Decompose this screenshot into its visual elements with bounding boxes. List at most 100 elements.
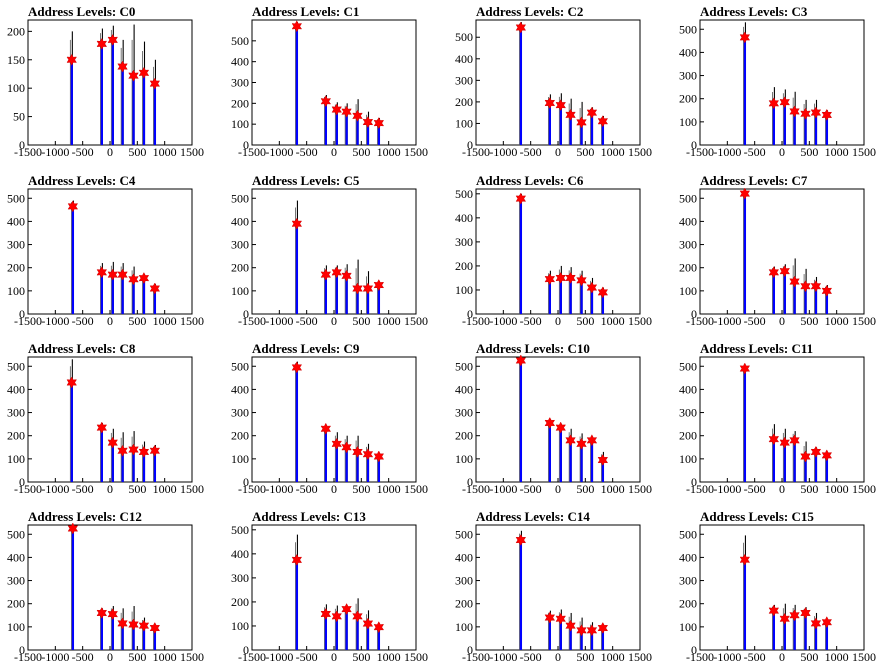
peak-marker [320, 268, 332, 281]
y-tick-label: 300 [679, 238, 697, 252]
peak-bar [783, 102, 786, 145]
chart-title: Address Levels: C8 [28, 341, 136, 356]
x-tick-label: 500 [576, 314, 594, 328]
y-tick-label: 500 [231, 191, 249, 205]
peak-marker [821, 108, 833, 121]
chart-panel-1: Address Levels: C1-1500 -1000 -500 0 500 1000… [231, 4, 428, 159]
peak-marker [138, 66, 150, 79]
peak-marker [128, 618, 139, 631]
peak-bar [793, 111, 796, 145]
peak-marker [362, 448, 374, 461]
plot-frame [27, 188, 193, 315]
y-tick-label: 300 [231, 571, 249, 585]
peak-bar [569, 114, 572, 145]
peak-marker [107, 33, 118, 46]
peak-marker [555, 271, 566, 284]
y-tick-label: 100 [455, 620, 473, 634]
x-tick-label: 0 [779, 145, 785, 159]
chart-panel-14: Address Levels: C14 -1500 -1000 -500 0 500 100… [455, 509, 652, 664]
x-tick-label: -1500 [686, 145, 714, 159]
peak-marker [291, 361, 303, 374]
peak-bar [295, 367, 299, 482]
peak-bar [111, 274, 114, 314]
x-tick-label: -1000 [41, 314, 69, 328]
chart-panel-4: Address Levels: C4-1500 -1000 -500 0 500 1000… [7, 173, 204, 328]
peak-bar [814, 451, 818, 482]
peak-bar [324, 428, 327, 482]
peak-marker [739, 362, 751, 375]
x-tick-label: 0 [779, 482, 785, 496]
peak-bar [590, 440, 594, 482]
y-tick-label: 0 [691, 643, 697, 657]
x-tick-label: 1500 [180, 145, 204, 159]
y-tick-label: 200 [231, 429, 249, 443]
y-tick-label: 100 [7, 284, 25, 298]
peak-marker [117, 617, 128, 630]
x-tick-label: -1000 [713, 314, 741, 328]
peak-bar [569, 440, 572, 482]
y-tick-label: 300 [7, 238, 25, 252]
peak-marker [331, 266, 342, 279]
y-tick-label: 200 [7, 597, 25, 611]
peak-bar [743, 193, 747, 314]
peak-marker [341, 441, 352, 454]
peak-bar [783, 618, 786, 650]
peak-marker [821, 616, 833, 629]
peak-marker [138, 445, 150, 458]
y-tick-label: 100 [7, 81, 25, 95]
peak-marker [138, 619, 150, 632]
x-tick-label: 1000 [601, 650, 625, 664]
x-tick-label: 0 [555, 314, 561, 328]
y-tick-label: 300 [455, 73, 473, 87]
peak-bar [100, 427, 103, 482]
y-tick-label: 200 [455, 429, 473, 443]
plot-frame [251, 524, 417, 651]
peak-bar [111, 442, 114, 482]
plot-frame [699, 524, 865, 651]
x-tick-label: 0 [331, 650, 337, 664]
peak-bar [814, 623, 818, 650]
peak-bar [743, 368, 747, 482]
chart-title: Address Levels: C14 [476, 509, 590, 524]
peak-bar [356, 115, 359, 145]
peak-bar [366, 454, 370, 482]
x-tick-label: 1500 [404, 145, 428, 159]
peak-marker [810, 445, 822, 458]
y-tick-label: 500 [7, 191, 25, 205]
x-tick-label: 500 [352, 145, 370, 159]
x-tick-label: 0 [107, 314, 113, 328]
y-tick-label: 200 [679, 261, 697, 275]
y-tick-label: 400 [231, 55, 249, 69]
peak-marker [138, 272, 150, 285]
x-tick-label: 0 [779, 650, 785, 664]
chart-title: Address Levels: C6 [476, 173, 584, 188]
peak-bar [366, 623, 370, 650]
y-tick-label: 0 [467, 643, 473, 657]
peak-bar [825, 455, 829, 482]
peak-bar [580, 280, 583, 314]
peak-bar [70, 382, 73, 482]
y-tick-label: 300 [7, 574, 25, 588]
peak-marker [810, 106, 822, 119]
peak-bar [100, 612, 103, 650]
x-tick-label: 500 [800, 314, 818, 328]
peak-marker [586, 281, 598, 294]
peak-bar [335, 443, 338, 482]
peak-marker [128, 69, 139, 82]
peak-marker [96, 266, 108, 279]
peak-bar [153, 450, 157, 482]
peak-bar [356, 288, 359, 314]
x-tick-label: 1000 [153, 145, 177, 159]
peak-marker [597, 115, 609, 128]
x-tick-label: -500 [520, 314, 542, 328]
peak-marker [768, 97, 780, 110]
y-tick-label: 0 [243, 475, 249, 489]
peak-marker [96, 37, 108, 50]
peak-marker [96, 421, 108, 434]
peak-bar [548, 422, 551, 482]
chart-panel-6: Address Levels: C6-1500 -1000 -500 0 500 1000… [455, 173, 652, 328]
peak-bar [601, 460, 605, 482]
peak-bar [601, 292, 605, 314]
peak-bar [153, 83, 157, 145]
peak-bar [345, 447, 348, 482]
